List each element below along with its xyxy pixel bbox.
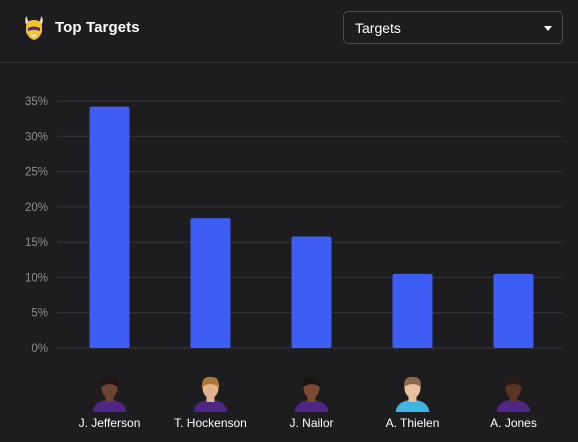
metric-select[interactable]: Targets bbox=[343, 11, 563, 44]
player-headshot-icon bbox=[395, 376, 430, 412]
x-category-label: J. Nailor bbox=[289, 416, 333, 430]
y-tick-label: 25% bbox=[25, 167, 48, 179]
x-category-label: A. Thielen bbox=[386, 416, 440, 430]
bar-t-hockenson[interactable] bbox=[190, 218, 231, 348]
y-tick-label: 15% bbox=[25, 237, 48, 249]
chart-bars bbox=[89, 106, 534, 348]
chart-grid: 0% 5% 10% 15% 20% 25% 30% 35% bbox=[25, 96, 562, 355]
bar-j-jefferson[interactable] bbox=[89, 106, 130, 348]
y-tick-label: 35% bbox=[25, 96, 48, 108]
y-tick-label: 0% bbox=[31, 343, 48, 355]
bar-j-nailor[interactable] bbox=[291, 236, 332, 348]
player-headshot-icon bbox=[92, 376, 127, 412]
bar-a-jones[interactable] bbox=[493, 273, 534, 348]
player-headshot-icon bbox=[496, 376, 531, 412]
x-category-label: A. Jones bbox=[490, 416, 537, 430]
metric-select-value: Targets bbox=[355, 20, 401, 36]
chevron-down-icon bbox=[544, 26, 552, 31]
x-category-label: T. Hockenson bbox=[174, 416, 247, 430]
card-title: Top Targets bbox=[55, 19, 140, 36]
chart-category-labels: J. Jefferson T. Hockenson J. Nailor A. Thie… bbox=[79, 376, 537, 430]
y-tick-label: 5% bbox=[31, 308, 48, 320]
y-tick-label: 10% bbox=[25, 272, 48, 284]
y-tick-label: 30% bbox=[25, 131, 48, 143]
bar-a-thielen[interactable] bbox=[392, 273, 433, 348]
card-header: Top Targets Targets bbox=[0, 0, 578, 63]
x-category-label: J. Jefferson bbox=[79, 416, 141, 430]
y-tick-label: 20% bbox=[25, 202, 48, 214]
vikings-helmet-icon bbox=[25, 16, 43, 40]
player-headshot-icon bbox=[193, 376, 228, 412]
player-headshot-icon bbox=[294, 376, 329, 412]
